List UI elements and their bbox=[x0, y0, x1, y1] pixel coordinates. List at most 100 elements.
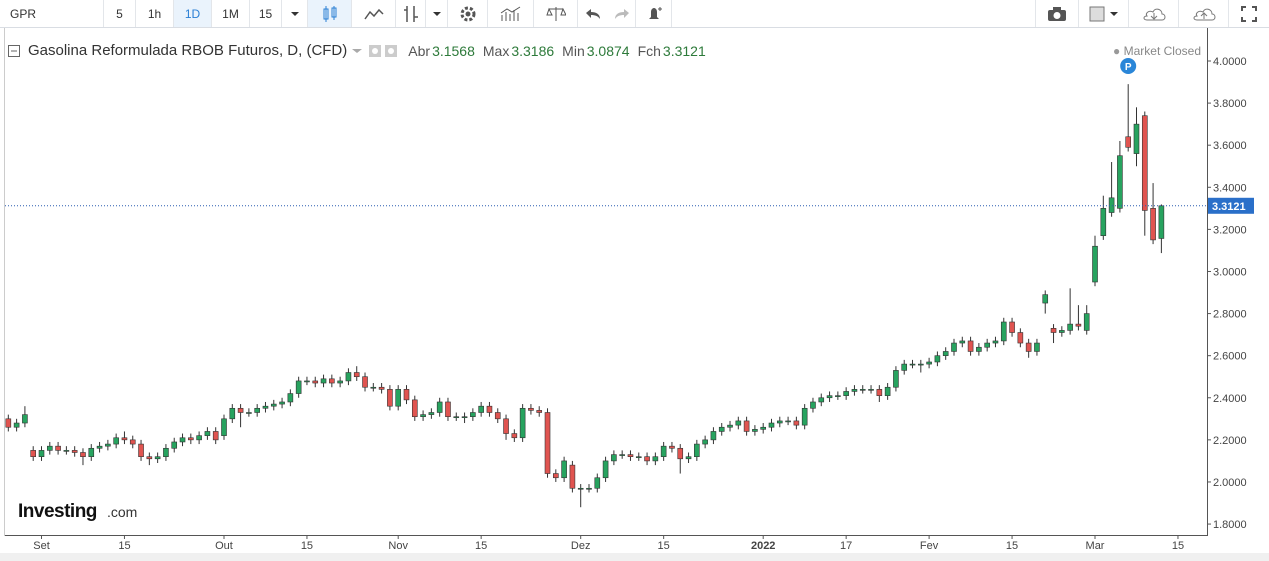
candle-body bbox=[1141, 115, 1148, 211]
candle-body bbox=[486, 405, 493, 413]
candle-body bbox=[55, 445, 61, 451]
x-tick-label: 15 bbox=[1006, 540, 1018, 552]
x-tick-label: 17 bbox=[840, 540, 852, 552]
candle-body bbox=[519, 407, 526, 439]
candle-body bbox=[63, 450, 70, 452]
line-tool[interactable] bbox=[352, 0, 396, 27]
candle-body bbox=[312, 380, 319, 384]
candle-body bbox=[859, 389, 866, 391]
legend-header: Gasolina Reformulada RBOB Futuros, D, (C… bbox=[8, 42, 706, 59]
undo[interactable] bbox=[578, 0, 608, 27]
y-tick-label: 2.2000 bbox=[1213, 435, 1247, 447]
candle-body bbox=[237, 407, 244, 413]
candle-body bbox=[868, 389, 874, 391]
candle-body bbox=[976, 346, 982, 352]
legend-icons[interactable] bbox=[368, 44, 400, 58]
candle-body bbox=[229, 407, 236, 420]
candle-body bbox=[801, 407, 808, 426]
symbol[interactable]: GPR bbox=[10, 6, 37, 21]
candle-body bbox=[1108, 197, 1115, 213]
candle-body bbox=[46, 445, 53, 451]
candle-body bbox=[105, 443, 111, 447]
candle-body bbox=[129, 439, 136, 445]
candle-tool[interactable] bbox=[308, 0, 352, 27]
candle-body bbox=[735, 420, 742, 426]
candle-body bbox=[934, 355, 941, 363]
icon bbox=[586, 8, 600, 19]
caret bbox=[290, 11, 299, 16]
candle-body bbox=[1042, 294, 1049, 304]
y-tick-label: 4.0000 bbox=[1213, 56, 1247, 68]
candle-body bbox=[329, 378, 335, 384]
interval-dropdown[interactable] bbox=[282, 0, 308, 27]
y-tick-label: 2.0000 bbox=[1213, 477, 1247, 489]
candle-body bbox=[536, 410, 543, 413]
title-caret[interactable] bbox=[350, 46, 364, 56]
candle-body bbox=[478, 405, 484, 413]
candle-body bbox=[851, 389, 858, 392]
interval[interactable]: 1M bbox=[212, 0, 250, 27]
candle-body bbox=[942, 351, 949, 356]
interval[interactable]: 15 bbox=[250, 0, 282, 27]
candle-body bbox=[428, 412, 435, 415]
candle-body bbox=[586, 487, 592, 490]
last-price-label: 3.3121 bbox=[1212, 201, 1246, 213]
candle-body bbox=[221, 418, 227, 436]
save[interactable] bbox=[1179, 0, 1229, 27]
bar-tool[interactable] bbox=[396, 0, 426, 27]
redo[interactable] bbox=[608, 0, 636, 27]
load[interactable] bbox=[1129, 0, 1179, 27]
last-price-box bbox=[1208, 197, 1254, 214]
candle-body bbox=[121, 437, 128, 441]
candle-body bbox=[611, 454, 617, 462]
candle-body bbox=[544, 412, 551, 474]
x-tick-label: Fev bbox=[920, 540, 939, 552]
y-tick-label: 3.0000 bbox=[1213, 266, 1247, 278]
y-tick-label: 2.8000 bbox=[1213, 309, 1247, 321]
y-tick-label: 3.2000 bbox=[1213, 224, 1247, 236]
candle-body bbox=[743, 420, 750, 432]
candle-body bbox=[503, 418, 509, 434]
candle-body bbox=[826, 395, 833, 399]
candle-body bbox=[901, 363, 908, 371]
candle-body bbox=[337, 380, 343, 384]
candle-body bbox=[138, 443, 144, 458]
color-picker[interactable] bbox=[1079, 0, 1129, 27]
logo-suffix: .com bbox=[107, 504, 137, 520]
candle-body bbox=[702, 439, 708, 445]
type-dropdown[interactable] bbox=[426, 0, 448, 27]
compare[interactable] bbox=[534, 0, 578, 27]
candle-body bbox=[528, 407, 534, 411]
interval[interactable]: 5 bbox=[104, 0, 136, 27]
candle-body bbox=[644, 456, 650, 462]
fullscreen[interactable] bbox=[1229, 0, 1269, 27]
indicators[interactable] bbox=[488, 0, 534, 27]
event-marker-label: P bbox=[1125, 62, 1132, 73]
candle-body bbox=[1092, 245, 1098, 283]
candle-body bbox=[287, 393, 294, 403]
candle-body bbox=[96, 445, 103, 449]
alert[interactable] bbox=[636, 0, 672, 27]
candle-body bbox=[254, 407, 260, 413]
candle-body bbox=[420, 414, 426, 418]
candle-body bbox=[38, 450, 45, 458]
candle-body bbox=[1133, 123, 1140, 154]
interval[interactable]: 1h bbox=[136, 0, 174, 27]
settings[interactable] bbox=[448, 0, 488, 27]
icon bbox=[323, 5, 336, 22]
collapse-icon[interactable] bbox=[8, 44, 20, 57]
candle-body bbox=[627, 454, 634, 458]
candle-body bbox=[561, 460, 567, 479]
ohlc-label: Max bbox=[482, 42, 510, 59]
interval[interactable]: 1D bbox=[174, 0, 212, 27]
x-tick-label: 15 bbox=[118, 540, 130, 552]
candle-body bbox=[768, 422, 775, 428]
candle-body bbox=[22, 414, 28, 424]
icon bbox=[1089, 6, 1118, 21]
candle-body bbox=[1017, 332, 1024, 344]
x-tick-label: 2022 bbox=[751, 540, 775, 552]
symbol-box[interactable]: GPR bbox=[0, 0, 104, 27]
screenshot[interactable] bbox=[1035, 0, 1079, 27]
candle-body bbox=[918, 363, 924, 366]
